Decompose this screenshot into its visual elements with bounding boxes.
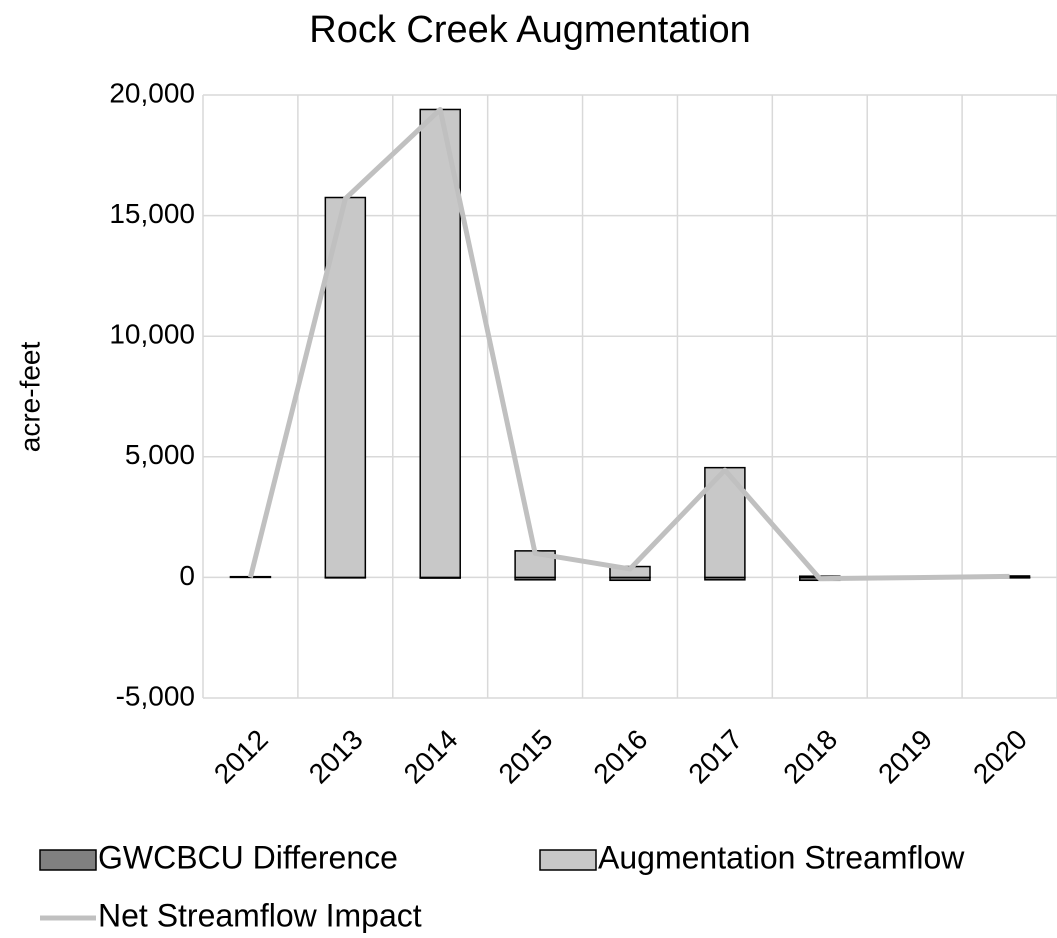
x-tick-label: 2019 [872,724,938,790]
x-tick-label: 2013 [303,724,369,790]
x-tick-label: 2018 [777,724,843,790]
legend-label: Augmentation Streamflow [598,839,965,875]
x-tick-label: 2020 [967,724,1033,790]
legend-swatch [539,849,597,871]
legend-swatch [39,849,97,871]
y-tick-label: -5,000 [116,680,195,711]
chart-title: Rock Creek Augmentation [309,9,750,51]
x-tick-label: 2015 [493,724,559,790]
y-tick-label: 20,000 [109,77,195,108]
y-tick-label: 15,000 [109,198,195,229]
y-tick-label: 10,000 [109,319,195,350]
line [248,106,1010,582]
x-tick-label: 2017 [682,724,748,790]
bar [419,108,461,579]
x-tick-label: 2016 [587,724,653,790]
x-tick-label: 2014 [398,724,464,790]
y-axis-label: acre-feet [14,342,45,453]
y-tick-label: 5,000 [125,439,195,470]
x-tick-label: 2012 [208,724,274,790]
legend-label: GWCBCU Difference [98,839,398,875]
legend-label: Net Streamflow Impact [98,897,422,933]
y-tick-label: 0 [179,560,195,591]
